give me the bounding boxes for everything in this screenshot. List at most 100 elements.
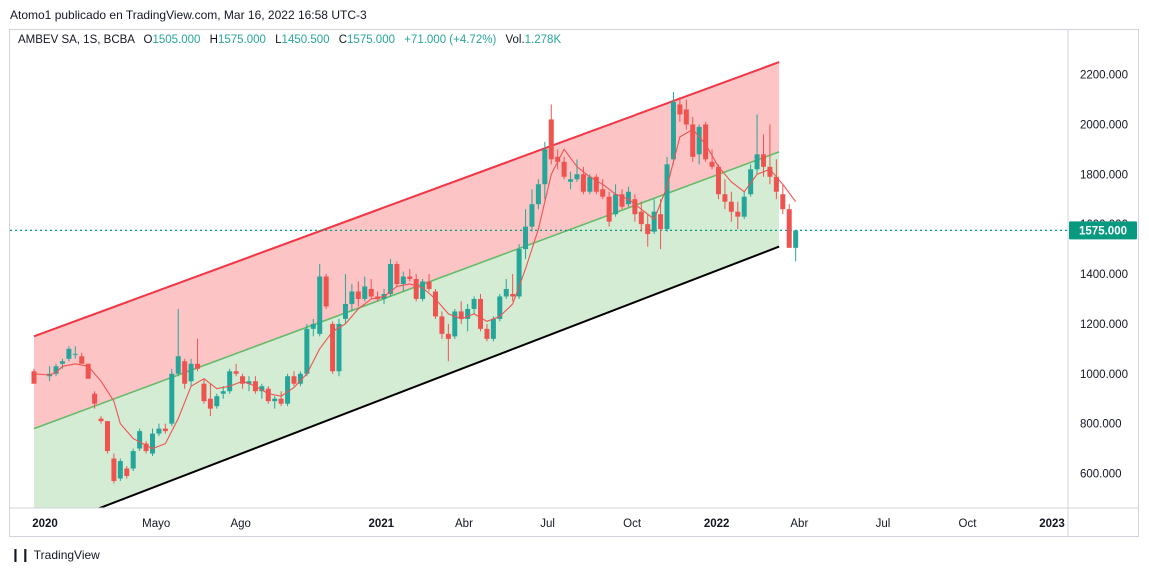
candle-body: [79, 356, 85, 364]
candle-body: [137, 431, 143, 449]
high-value: 1575.000: [217, 34, 266, 46]
candle-body: [748, 169, 754, 195]
time-tick-label: Oct: [623, 518, 642, 530]
candle-body: [272, 398, 278, 402]
candle-body: [683, 109, 689, 125]
candle-body: [265, 388, 271, 402]
plot-area: [10, 61, 1068, 508]
price-tick-label: 1800.000: [1080, 169, 1128, 181]
candle-body: [317, 276, 323, 334]
candle-body: [59, 361, 65, 364]
candle-body: [709, 161, 715, 167]
candle-body: [568, 179, 574, 182]
candle-body: [220, 391, 226, 394]
tradingview-logo-icon: ❙❙: [10, 547, 31, 562]
candle-body: [478, 298, 484, 329]
candle-body: [632, 199, 638, 215]
candle-body: [111, 458, 117, 481]
candle-body: [760, 154, 766, 167]
candle-body: [523, 226, 529, 250]
candle-body: [143, 443, 149, 452]
candle-body: [323, 276, 329, 307]
candle-body: [703, 124, 709, 160]
candle-body: [722, 194, 728, 202]
upper-channel-line: [33, 61, 780, 338]
last-price-marker: 1575.000: [1069, 221, 1137, 240]
candle-body: [98, 418, 104, 422]
candle-body: [542, 149, 548, 185]
candle-body: [355, 291, 361, 299]
candle-body: [728, 201, 734, 212]
candle-body: [297, 373, 303, 384]
candle-body: [773, 176, 779, 192]
volume-label: Vol.: [505, 34, 525, 46]
open-label: O: [143, 34, 153, 46]
time-tick-label: Oct: [959, 518, 978, 530]
price-tick-label: 1000.000: [1080, 369, 1128, 381]
candle-body: [497, 296, 503, 319]
candle-body: [786, 209, 792, 248]
candle-body: [407, 276, 413, 280]
candle-body: [188, 363, 194, 382]
price-tick-label: 1200.000: [1080, 319, 1128, 331]
candle-body: [529, 204, 535, 227]
candle-body: [291, 376, 297, 384]
high-label: H: [209, 34, 218, 46]
candle-body: [420, 281, 426, 299]
candle-body: [432, 291, 438, 317]
time-tick-label: Mayo: [142, 518, 170, 530]
last-price-label: 1575.000: [1079, 225, 1127, 237]
candle-body: [638, 211, 644, 225]
volume-value: 1.278K: [524, 34, 562, 46]
candle-body: [227, 371, 233, 392]
candle-body: [465, 308, 471, 319]
close-label: C: [338, 34, 348, 46]
tradingview-footer[interactable]: ❙❙ TradingView: [10, 547, 100, 563]
candle-body: [426, 281, 432, 289]
time-tick-label: Jul: [876, 518, 891, 530]
lower-channel-line: [97, 245, 780, 508]
symbol-legend[interactable]: AMBEV SA, 1S, BCBA O1505.000 H1575.000 L…: [18, 34, 561, 46]
change-value: +71.000 (+4.72%): [404, 34, 497, 46]
candle-body: [85, 363, 91, 379]
price-tick-label: 2000.000: [1080, 119, 1128, 131]
candle-body: [278, 398, 284, 404]
candle-body: [490, 318, 496, 339]
candle-body: [195, 363, 201, 369]
time-tick-label: Ago: [230, 518, 250, 530]
candle-body: [471, 298, 477, 309]
candle-body: [149, 433, 155, 454]
candle-body: [625, 191, 631, 205]
time-axis[interactable]: 2020 Mayo Ago 2021 Abr Jul Oct 2022 Abr Jul Oct 202…: [32, 518, 1065, 530]
candle-body: [458, 311, 464, 319]
candle-body: [246, 381, 252, 384]
lower-channel-fill: [34, 151, 780, 508]
candle-body: [793, 230, 799, 248]
candle-body: [555, 156, 561, 162]
candle-body: [503, 288, 509, 297]
candle-body: [336, 323, 342, 372]
candle-body: [124, 468, 130, 476]
candle-body: [394, 264, 400, 284]
candle-body: [439, 316, 445, 334]
candle-body: [400, 276, 406, 284]
candle-body: [214, 396, 220, 407]
candle-body: [310, 323, 316, 329]
candle-body: [580, 174, 586, 192]
price-axis[interactable]: 600.000800.0001000.0001200.0001400.00016…: [1080, 70, 1128, 481]
time-tick-label: 2020: [32, 518, 58, 530]
publisher-header: Atomo1 publicado en TradingView.com, Mar…: [10, 8, 367, 22]
candle-body: [535, 184, 541, 205]
candle-body: [233, 371, 239, 374]
candle-body: [285, 376, 291, 404]
candle-body: [201, 383, 207, 402]
time-tick-label: 2023: [1039, 518, 1065, 530]
candle-body: [156, 428, 162, 434]
candle-body: [664, 164, 670, 230]
candle-body: [117, 461, 123, 479]
candle-body: [104, 421, 110, 452]
candle-body: [330, 323, 336, 372]
candle-body: [387, 264, 393, 294]
candle-body: [754, 154, 760, 170]
